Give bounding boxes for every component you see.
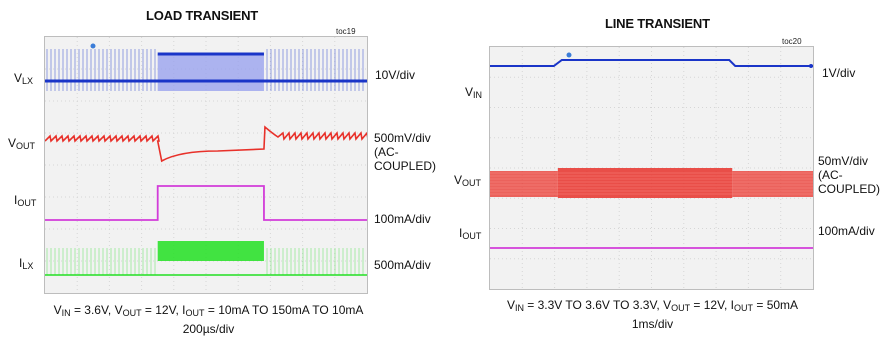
scale-vout-load: 500mV/div (AC- COUPLED) (374, 131, 437, 173)
channel-label-iout-load: IOUT (14, 193, 37, 209)
scale-iout-line: 100mA/div (818, 224, 875, 238)
conditions-load: VIN = 3.6V, VOUT = 12V, IOUT = 10mA TO 1… (53, 303, 364, 318)
timebase-load: 200µs/div (182, 322, 235, 336)
channel-label-vout-load: VOUT (8, 136, 36, 152)
scale-vin: 1V/div (822, 66, 856, 80)
trigger-marker-icon (90, 43, 96, 49)
channel-label-vlx: VLX (14, 71, 34, 87)
ilx-heavy-load-ripple (157, 241, 264, 261)
vlx-light-load-switching (46, 49, 364, 91)
scope-plot-line (490, 47, 813, 289)
channel-label-ilx: ILX (19, 256, 34, 272)
vlx-heavy-load-switching (157, 54, 264, 91)
channel-label-iout-line: IOUT (459, 226, 482, 242)
vout-ripple-band-line (490, 171, 558, 197)
scope-plot-load (45, 37, 367, 293)
trigger-marker-icon (566, 52, 572, 58)
figure-id-load: toc19 (336, 27, 356, 36)
channel-label-vin: VIN (465, 85, 483, 101)
conditions-line: VIN = 3.3V TO 3.6V TO 3.3V, VOUT = 12V, … (506, 298, 799, 313)
vout-ripple-band-line (557, 168, 733, 198)
vin-trace (490, 59, 813, 67)
chart-title-line: LINE TRANSIENT (605, 16, 710, 31)
vout-ripple-band-line (732, 171, 813, 197)
figure-id-line: toc20 (782, 37, 802, 46)
scope-screen-line (489, 46, 814, 290)
chart-title-load: LOAD TRANSIENT (146, 8, 259, 23)
scale-vlx: 10V/div (375, 68, 416, 82)
scope-screen-load (44, 36, 368, 294)
vin-end-marker-icon (809, 64, 813, 68)
scale-ilx: 500mA/div (374, 258, 431, 272)
scale-iout-load: 100mA/div (374, 212, 431, 226)
vout-trace-load (45, 125, 367, 163)
iout-trace-load (45, 185, 367, 221)
ilx-light-load-ripple (46, 248, 364, 275)
timebase-line: 1ms/div (631, 317, 674, 331)
channel-label-vout-line: VOUT (454, 173, 482, 189)
scale-vout-line: 50mV/div (AC- COUPLED) (818, 154, 881, 196)
